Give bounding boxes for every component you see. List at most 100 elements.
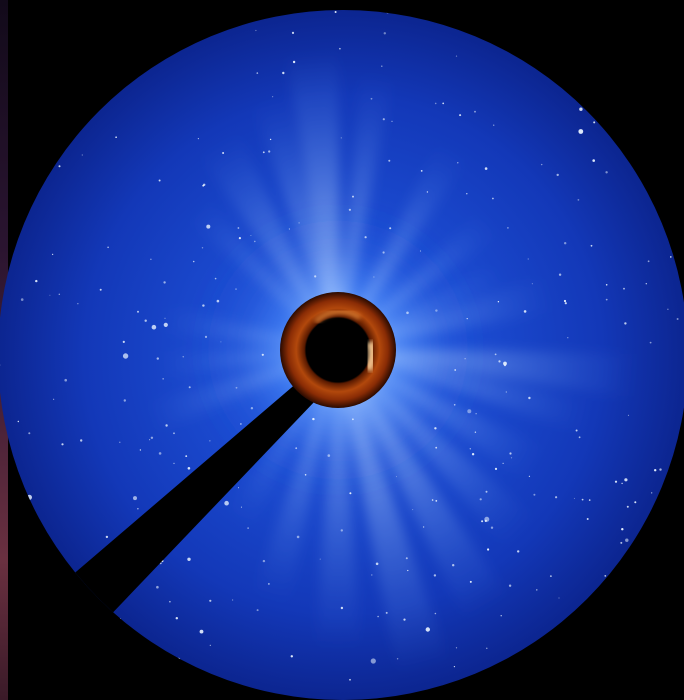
star (99, 288, 102, 291)
star (517, 550, 520, 553)
star (563, 57, 566, 60)
star (222, 152, 225, 154)
star (660, 573, 666, 579)
star (630, 47, 632, 50)
star (188, 386, 191, 389)
star (624, 322, 627, 325)
star (523, 310, 527, 313)
star (455, 647, 458, 649)
star (151, 324, 157, 330)
star (256, 609, 259, 612)
star (673, 149, 676, 151)
star (340, 137, 342, 139)
star (253, 240, 256, 243)
star (250, 235, 252, 236)
star (419, 250, 422, 252)
star (373, 276, 375, 278)
star (66, 589, 68, 591)
star (473, 676, 477, 679)
star (623, 601, 626, 604)
star (269, 138, 272, 141)
star (673, 456, 676, 459)
star (388, 159, 391, 162)
star (165, 424, 168, 427)
star (666, 485, 669, 489)
star (94, 597, 96, 599)
star (150, 258, 152, 260)
star (466, 193, 468, 195)
star (137, 310, 139, 313)
star (56, 83, 59, 86)
star (35, 279, 38, 283)
star (119, 618, 121, 620)
star (592, 159, 595, 162)
star (659, 468, 662, 471)
star (9, 97, 12, 100)
star (385, 611, 388, 614)
star (12, 604, 15, 607)
star (527, 258, 529, 260)
star (622, 45, 624, 48)
star (11, 629, 14, 633)
star (282, 71, 285, 75)
star (53, 398, 55, 400)
star (403, 618, 406, 621)
star (175, 617, 178, 620)
star (575, 429, 578, 432)
star (433, 574, 437, 577)
star (442, 102, 445, 105)
star (115, 136, 117, 138)
star (614, 480, 618, 483)
star (156, 357, 159, 360)
star (209, 599, 212, 602)
star (84, 642, 87, 645)
coronagraph-field (0, 10, 684, 700)
star (593, 121, 596, 124)
star (304, 474, 307, 476)
star (484, 167, 488, 170)
star (7, 569, 11, 572)
star (654, 606, 657, 608)
star (162, 378, 164, 380)
star (187, 467, 191, 470)
star (503, 361, 507, 366)
star (505, 391, 507, 393)
star (119, 441, 121, 443)
star (76, 127, 78, 129)
star (496, 10, 499, 13)
star (556, 173, 559, 177)
star (649, 341, 652, 344)
star (61, 443, 64, 446)
star (578, 436, 581, 439)
star (564, 302, 567, 305)
star (240, 506, 242, 508)
star (377, 615, 379, 618)
star (583, 654, 585, 656)
star (115, 54, 118, 57)
star (268, 150, 271, 153)
star (131, 25, 134, 28)
star (364, 236, 367, 239)
star (500, 615, 502, 617)
star (133, 29, 136, 32)
star (173, 432, 175, 435)
star (563, 299, 567, 303)
star (474, 431, 477, 433)
star (90, 608, 92, 610)
star (158, 179, 161, 182)
star (493, 124, 495, 126)
star (240, 423, 242, 425)
star (139, 449, 142, 451)
star (581, 498, 584, 501)
star (464, 358, 466, 360)
star (651, 492, 653, 494)
star (588, 499, 591, 501)
star (201, 247, 204, 249)
star (224, 500, 229, 506)
star (50, 696, 53, 699)
star (382, 118, 385, 121)
star (295, 447, 298, 450)
star (158, 452, 162, 455)
star (435, 500, 438, 502)
star (667, 308, 669, 310)
